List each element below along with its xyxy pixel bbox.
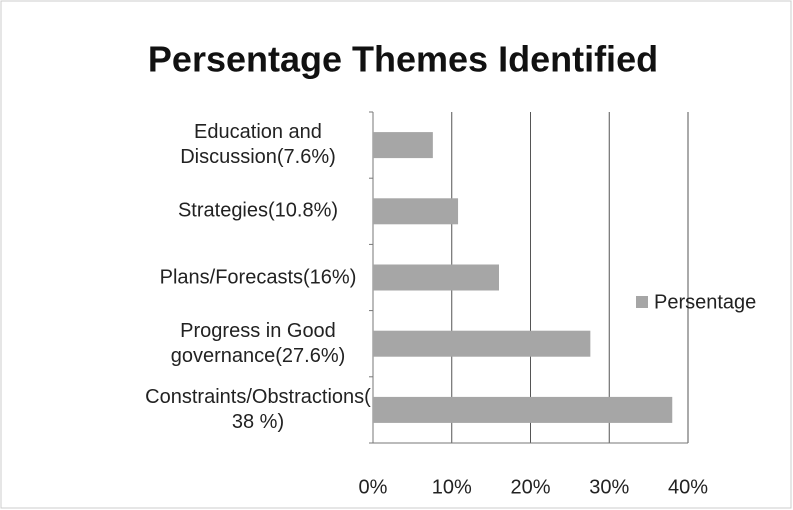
y-tick-label: Plans/Forecasts(16%) (159, 266, 357, 288)
x-tick-label: 20% (510, 476, 550, 498)
y-tick-label: Strategies(10.8%) (177, 199, 339, 222)
chart-title: Persentage Themes Identified (148, 39, 658, 80)
bar (373, 132, 433, 159)
x-tick-label: 0% (359, 476, 388, 498)
legend-label: Persentage (654, 291, 756, 313)
bar (373, 330, 591, 357)
x-tick-label: 30% (589, 476, 629, 498)
y-tick-label: Education and Discussion(7.6%) (180, 121, 336, 169)
bar (373, 198, 459, 225)
y-tick-label: Progress in Good governance(27.6%) (170, 319, 346, 367)
bar (373, 264, 499, 291)
legend-swatch (636, 296, 648, 308)
y-tick-label: Constraints/Obstractions(38 %) (145, 385, 371, 433)
x-tick-label: 40% (668, 476, 708, 498)
x-tick-label: 10% (432, 476, 472, 498)
bar (373, 396, 673, 423)
